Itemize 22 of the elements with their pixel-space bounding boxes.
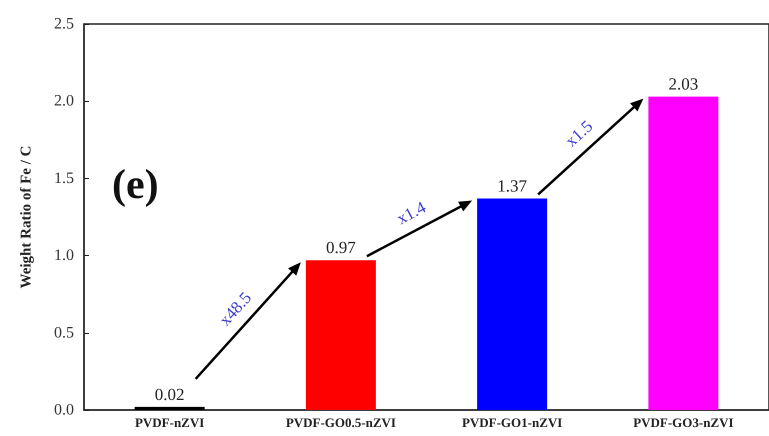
y-axis-title: Weight Ratio of Fe / C bbox=[18, 146, 34, 288]
data-label: 2.03 bbox=[668, 74, 698, 94]
x-tick-label: PVDF-GO1-nZVI bbox=[462, 415, 562, 430]
y-tick-label: 0.0 bbox=[54, 402, 74, 418]
annotation: (e) bbox=[112, 162, 159, 208]
x-tick-label: PVDF-nZVI bbox=[134, 415, 204, 430]
y-tick-label: 0.5 bbox=[54, 324, 74, 342]
y-tick-label: 2.5 bbox=[54, 16, 74, 32]
x-tick-label: PVDF-GO3-nZVI bbox=[633, 415, 734, 430]
bar bbox=[134, 406, 205, 410]
annotation: x1.4 bbox=[394, 197, 430, 228]
y-tick-label: 1.5 bbox=[54, 170, 74, 187]
x-tick-label: PVDF-GO0.5-nZVI bbox=[286, 415, 396, 430]
bar bbox=[306, 260, 376, 410]
y-tick-label: 1.0 bbox=[54, 247, 74, 264]
data-label: 1.37 bbox=[497, 176, 528, 196]
data-label: 0.02 bbox=[154, 384, 184, 404]
data-label: 0.97 bbox=[326, 238, 356, 258]
bar bbox=[477, 198, 548, 410]
bar bbox=[648, 96, 718, 410]
annotation: x1.5 bbox=[562, 116, 596, 151]
y-tick-label: 2.0 bbox=[54, 92, 74, 110]
